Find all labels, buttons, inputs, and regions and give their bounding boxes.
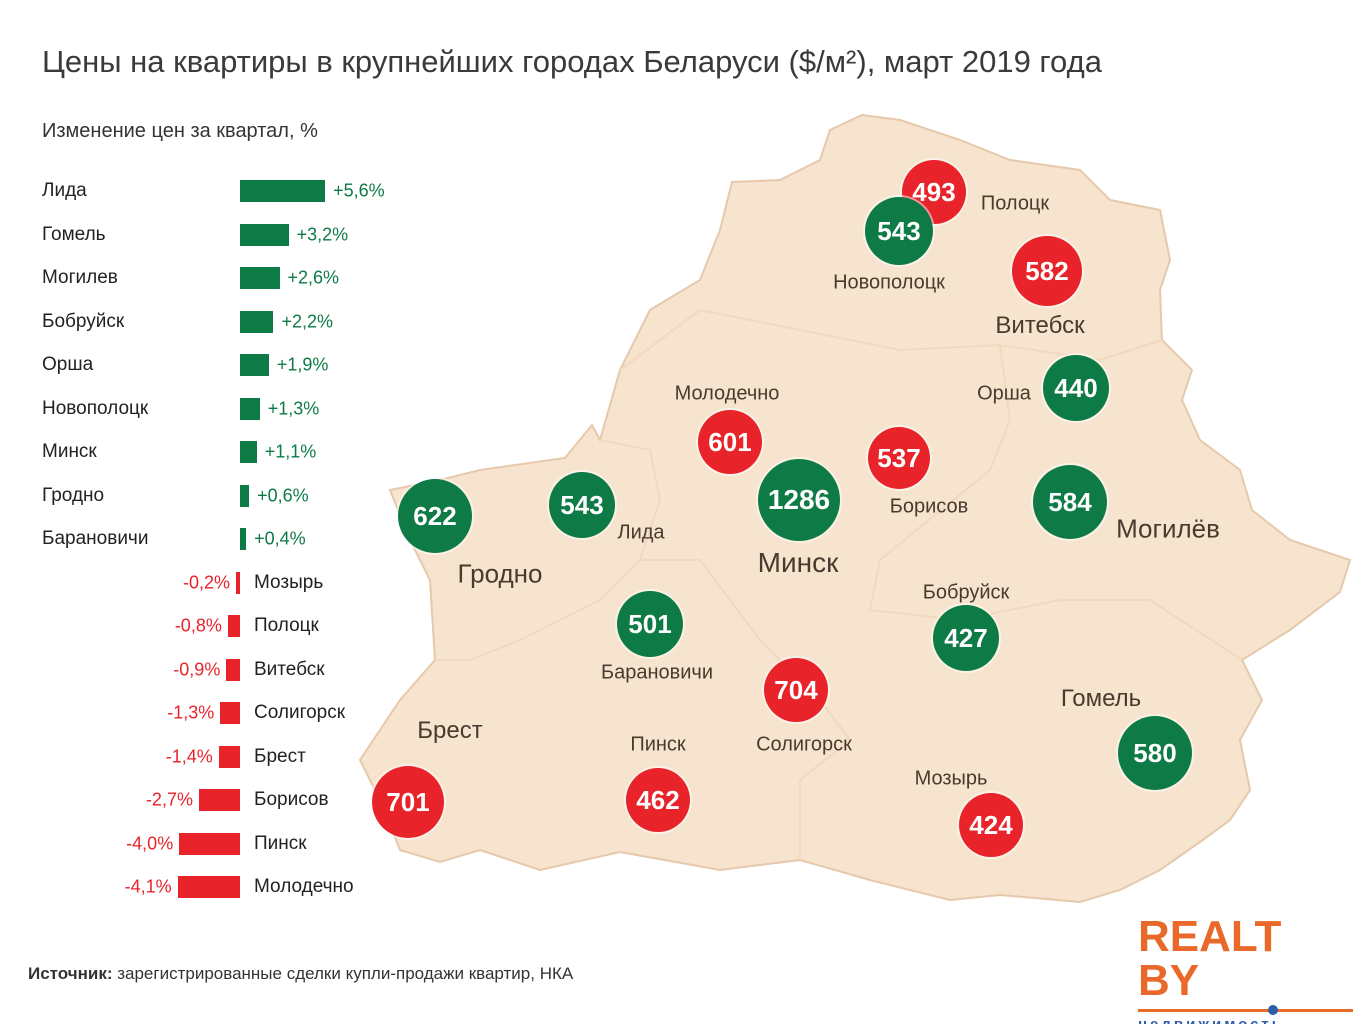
bar bbox=[240, 528, 247, 550]
city-label: Бобруйск bbox=[922, 581, 1010, 604]
city-label: Брест bbox=[417, 717, 483, 744]
bar bbox=[240, 223, 289, 246]
city-label: Орша bbox=[977, 382, 1031, 405]
city-label: Гомель bbox=[1060, 685, 1142, 712]
bar-value-label: +1,9% bbox=[276, 354, 329, 375]
bar-category-label: Полоцк bbox=[254, 615, 319, 636]
price-marker: 584 bbox=[1033, 465, 1107, 539]
bar-category-label: Новополоцк bbox=[42, 397, 149, 419]
logo-subtitle: недвижимость bbox=[1138, 1016, 1353, 1024]
logo-dot bbox=[1268, 1005, 1278, 1015]
price-marker: 537 bbox=[868, 427, 930, 489]
bar-value-label: -1,4% bbox=[165, 746, 213, 766]
bar bbox=[226, 658, 240, 681]
bar-value-label: -1,3% bbox=[167, 702, 215, 723]
city-label: Молодечно bbox=[674, 382, 780, 405]
bar-value-label: +1,1% bbox=[264, 441, 317, 462]
bar bbox=[218, 745, 240, 768]
price-marker: 462 bbox=[626, 768, 690, 832]
bar-category-label: Могилев bbox=[42, 267, 118, 288]
city-label: Мозырь bbox=[914, 767, 988, 790]
bar bbox=[220, 702, 240, 724]
bar-category-label: Пинск bbox=[254, 832, 307, 854]
city-label: Минск bbox=[757, 547, 839, 578]
bar bbox=[177, 876, 240, 898]
bar-value-label: +1,3% bbox=[267, 398, 320, 418]
price-marker: 440 bbox=[1043, 355, 1109, 421]
price-marker: 427 bbox=[933, 605, 999, 671]
bar-category-label: Барановичи bbox=[42, 528, 149, 549]
source-note: Источник: зарегистрированные сделки купл… bbox=[28, 964, 573, 984]
bar-value-label: +2,2% bbox=[281, 311, 333, 331]
bar-category-label: Молодечно bbox=[254, 876, 354, 897]
city-label: Могилёв bbox=[1116, 513, 1220, 544]
price-change-bar-chart: Лида +5,6% Гомель +3,2% Могилев +2,6% Бобруйск… bbox=[42, 180, 385, 898]
price-marker: 543 bbox=[865, 197, 933, 265]
price-marker: 601 bbox=[698, 410, 762, 474]
price-marker: 1286 bbox=[758, 459, 840, 541]
logo-text: REALT BY bbox=[1138, 912, 1282, 1005]
city-label: Пинск bbox=[630, 733, 686, 756]
bar bbox=[240, 397, 260, 420]
bar-value-label: -4,0% bbox=[126, 833, 174, 853]
bar bbox=[240, 267, 280, 289]
city-label: Лида bbox=[617, 521, 665, 544]
bar-category-label: Брест bbox=[254, 745, 306, 767]
bar-value-label: -4,1% bbox=[124, 876, 172, 897]
bar-category-label: Борисов bbox=[254, 789, 329, 810]
bar bbox=[179, 832, 240, 855]
bar-value-label: -0,9% bbox=[173, 659, 221, 679]
bar bbox=[240, 484, 250, 507]
city-label: Солигорск bbox=[756, 733, 852, 756]
price-marker: 704 bbox=[764, 658, 828, 722]
bar bbox=[198, 789, 240, 811]
bar-category-label: Гомель bbox=[42, 223, 106, 245]
city-label: Борисов bbox=[889, 495, 969, 518]
page-title: Цены на квартиры в крупнейших городах Бе… bbox=[42, 44, 1102, 79]
bar bbox=[240, 180, 326, 202]
bar bbox=[236, 571, 240, 594]
price-marker: 424 bbox=[959, 793, 1023, 857]
bar bbox=[240, 310, 274, 333]
bar bbox=[240, 441, 257, 463]
bar-category-label: Мозырь bbox=[254, 571, 324, 593]
city-label: Новополоцк bbox=[833, 271, 945, 294]
country-outline bbox=[358, 113, 1352, 904]
bar-value-label: -0,2% bbox=[182, 572, 230, 592]
bar-value-label: +2,6% bbox=[287, 267, 340, 288]
bar-value-label: -0,8% bbox=[174, 615, 222, 636]
bar-category-label: Лида bbox=[42, 180, 87, 201]
bar-value-label: +3,2% bbox=[296, 224, 349, 244]
city-label: Барановичи bbox=[600, 661, 714, 684]
bar-category-label: Гродно bbox=[42, 484, 105, 506]
realt-by-logo: REALT BY недвижимость bbox=[1138, 915, 1353, 1024]
price-marker: 501 bbox=[617, 591, 683, 657]
price-marker: 543 bbox=[549, 472, 615, 538]
city-label: Полоцк bbox=[980, 192, 1050, 215]
city-label: Гродно bbox=[457, 558, 543, 589]
price-marker: 622 bbox=[398, 479, 472, 553]
logo-line bbox=[1138, 1005, 1353, 1015]
price-marker: 580 bbox=[1118, 716, 1192, 790]
source-label: Источник: bbox=[28, 964, 113, 983]
bar-category-label: Орша bbox=[42, 354, 94, 375]
bar bbox=[240, 354, 269, 376]
bar-value-label: +5,6% bbox=[333, 180, 385, 201]
city-label: Витебск bbox=[995, 312, 1085, 339]
bar-category-label: Солигорск bbox=[254, 702, 346, 723]
price-marker: 582 bbox=[1012, 236, 1082, 306]
bar-value-label: -2,7% bbox=[145, 789, 193, 810]
bar-category-label: Витебск bbox=[254, 658, 325, 680]
bar-category-label: Минск bbox=[42, 441, 97, 462]
source-text: зарегистрированные сделки купли-продажи … bbox=[112, 964, 574, 983]
bar-category-label: Бобруйск bbox=[42, 310, 125, 332]
bar-chart-title: Изменение цен за квартал, % bbox=[42, 120, 318, 142]
bar-value-label: +0,4% bbox=[254, 528, 306, 549]
price-marker: 701 bbox=[372, 766, 444, 838]
bar bbox=[227, 615, 240, 637]
bar-value-label: +0,6% bbox=[257, 485, 309, 505]
